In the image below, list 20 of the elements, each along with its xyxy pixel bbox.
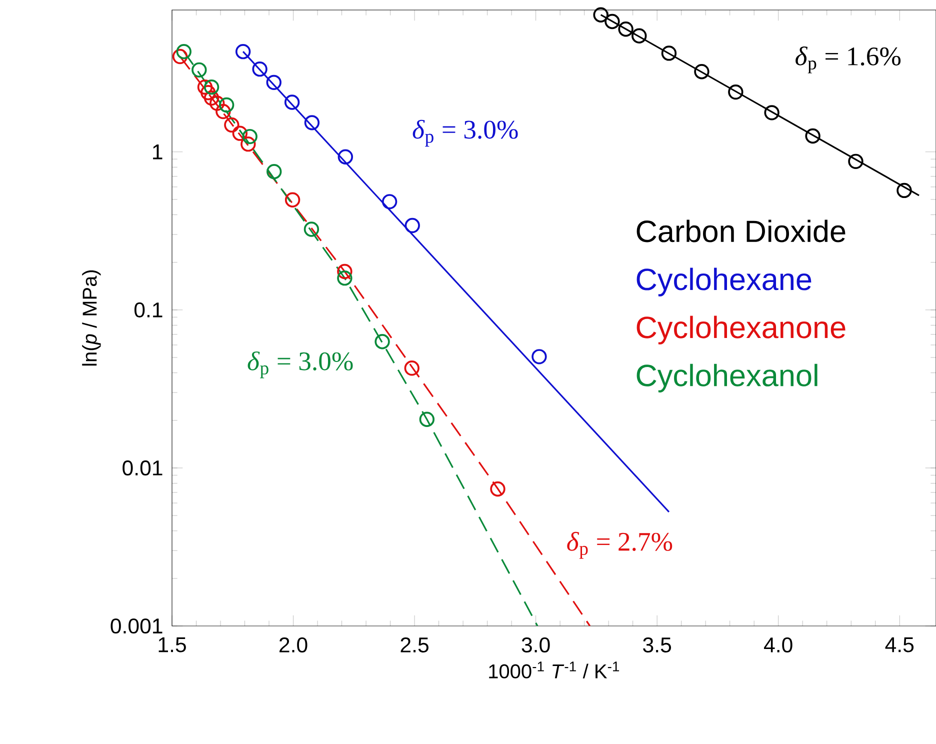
x-tick-label: 4.5 [885,637,914,652]
annotation: δ$_{p}$ = 2.7% [567,532,672,559]
y-tick-label: 1 [153,144,162,160]
y-tick-label: 0.01 [122,460,162,476]
annotation: δ$_{p}$ = 1.6% [796,46,901,74]
annotation: δ$_{p}$ = 3.0% [248,351,353,378]
annotation: δ$_{p}$ = 3.0% [412,120,518,147]
x-tick-label: 4.0 [764,637,792,652]
text: Cyclohexane [636,268,812,296]
y-tick-label: 0.1 [134,302,162,318]
text: Cyclohexanone [636,316,846,344]
y-tick-label: 0.001 [110,618,162,634]
x-tick-label: 3.0 [522,637,550,652]
x-tick-label: 1.5 [158,637,186,652]
series-label: Carbon Dioxide [636,220,846,242]
x-tick-label: 2.0 [280,637,308,652]
x-axis-title: 1000$^{-1}$ T$^{-1}$ / K$^{-1}$ [489,662,620,678]
x-tick-label: 3.5 [643,637,672,652]
text: Cyclohexanol [636,364,818,392]
x-tick-label: 2.5 [400,637,428,652]
